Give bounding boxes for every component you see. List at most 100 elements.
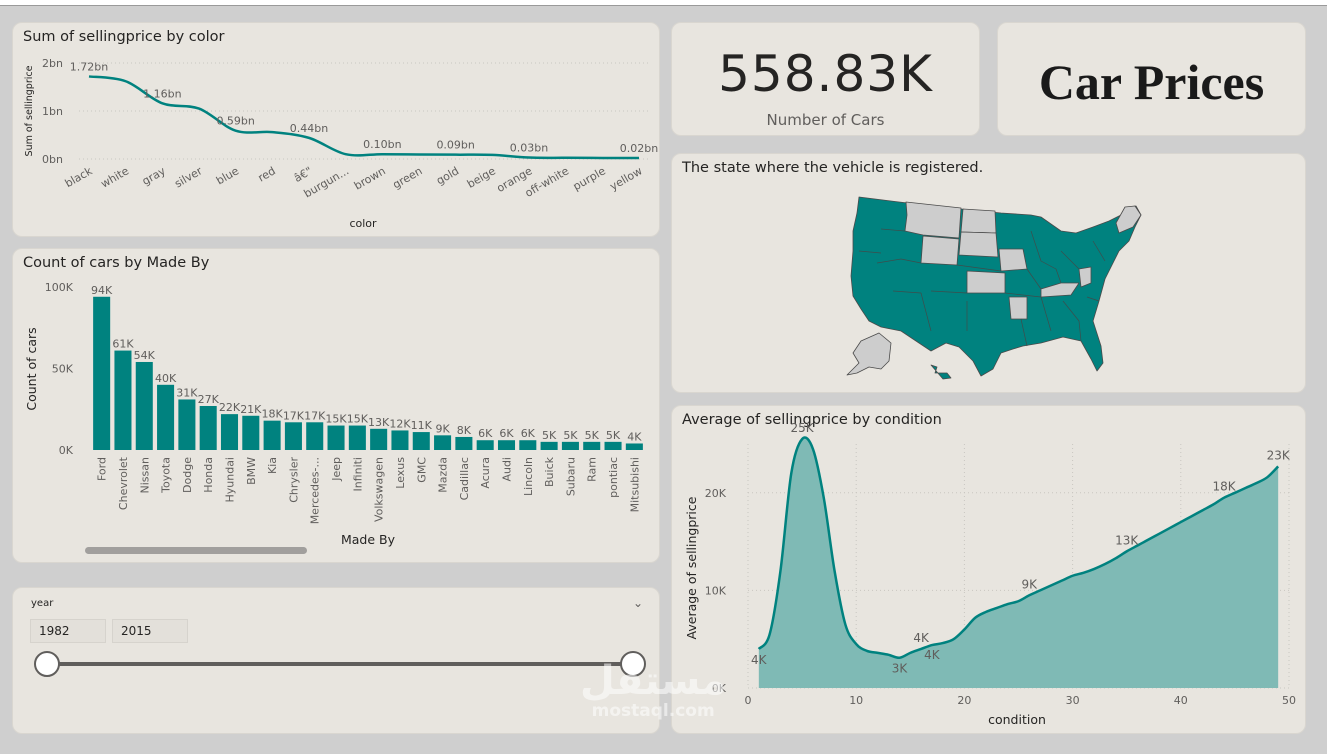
make-bar-data-label: 8K (457, 424, 472, 437)
make-chart-y-tick: 100K (45, 281, 74, 294)
condition-chart-x-tick: 30 (1066, 694, 1080, 707)
make-bar-data-label: 22K (219, 401, 241, 414)
make-bar (561, 441, 579, 450)
make-bar-data-label: 61K (112, 338, 134, 351)
condition-chart-x-tick: 50 (1282, 694, 1296, 707)
make-bar (242, 415, 260, 450)
state-wyoming-grey (920, 235, 960, 266)
make-chart-x-tick: Jeep (330, 457, 343, 482)
make-chart-x-tick: GMC (415, 457, 428, 483)
make-chart-x-tick: Cadillac (458, 457, 471, 500)
color-line-chart-card[interactable]: Sum of sellingprice by color 0bn 1bn 2bn bl… (12, 22, 660, 237)
color-chart-y-axis-title: Sum of sellingprice (24, 65, 35, 156)
chart-horizontal-scrollbar[interactable] (85, 547, 307, 554)
color-chart-data-label: 0.10bn (363, 138, 401, 151)
chevron-down-icon[interactable]: ⌄ (632, 596, 643, 610)
color-chart-data-label: 0.09bn (436, 139, 474, 152)
condition-area-fill (758, 437, 1279, 688)
make-bar (284, 422, 302, 450)
make-chart-x-tick: Subaru (564, 457, 577, 496)
make-bar (199, 405, 217, 450)
make-chart-x-tick: Volkswagen (373, 457, 386, 522)
state-map-card[interactable]: The state where the vehicle is registere… (671, 153, 1306, 393)
condition-chart-data-label: 4K (913, 631, 930, 645)
make-bar-data-label: 15K (347, 413, 369, 426)
make-bar (348, 425, 366, 450)
color-line-chart: 0bn 1bn 2bn black white gray silver blue red â€" b… (24, 57, 658, 230)
color-chart-x-tick: silver (172, 164, 205, 190)
state-hawaii (930, 364, 952, 380)
color-chart-data-label: 0.02bn (620, 142, 658, 155)
color-chart-data-label: 1.16bn (143, 87, 181, 100)
color-chart-title: Sum of sellingprice by color (23, 29, 225, 45)
make-bar (625, 443, 643, 450)
color-series-line (88, 75, 640, 160)
make-chart-x-tick: Lexus (394, 457, 407, 489)
make-chart-x-tick: Toyota (160, 457, 173, 494)
make-chart-x-tick: Mazda (437, 457, 450, 493)
make-chart-x-tick: Honda (202, 457, 215, 493)
state-new-hampshire-grey (1115, 205, 1142, 234)
kpi-value: 558.83K (718, 45, 933, 103)
color-chart-x-tick: yellow (608, 164, 645, 193)
make-bar (327, 425, 345, 450)
state-alaska-grey (846, 332, 892, 376)
us-state-map[interactable] (672, 154, 1306, 393)
color-chart-x-tick: beige (465, 164, 498, 191)
year-to-input[interactable]: 2015 (112, 619, 188, 643)
kpi-card[interactable]: 558.83K Number of Cars (671, 22, 980, 136)
condition-chart-title: Average of sellingprice by condition (682, 412, 942, 428)
condition-chart-x-tick: 0 (745, 694, 752, 707)
color-chart-data-label: 0.44bn (290, 122, 328, 135)
make-bar-data-label: 13K (368, 416, 390, 429)
make-chart-x-tick: Lincoln (522, 457, 535, 496)
year-slicer-card[interactable]: year ⌄ 1982 2015 (12, 587, 660, 734)
condition-chart-data-label: 9K (1022, 577, 1039, 591)
make-chart-x-tick: Dodge (181, 457, 194, 493)
condition-chart-data-label: 25K (791, 421, 815, 435)
state-north-dakota-grey (960, 208, 997, 234)
dashboard-title: Car Prices (1038, 54, 1265, 110)
make-chart-x-tick: Mercedes-... (309, 457, 322, 524)
make-bar (306, 422, 324, 450)
color-chart-x-tick: gray (140, 164, 168, 188)
make-bar (540, 441, 558, 450)
condition-chart-data-label: 4K (924, 648, 941, 662)
color-chart-x-tick: blue (214, 164, 241, 187)
color-chart-data-label: 0.59bn (216, 115, 254, 128)
year-slider-start-handle[interactable] (34, 651, 60, 677)
make-bar-data-label: 17K (283, 409, 305, 422)
make-bar-data-label: 40K (155, 372, 177, 385)
color-chart-x-tick: brown (352, 164, 388, 192)
condition-area-chart-card[interactable]: Average of sellingprice by condition 0K 1… (671, 405, 1306, 734)
make-bar (497, 440, 516, 450)
make-chart-x-tick: Audi (501, 457, 514, 482)
make-chart-x-tick: Nissan (138, 457, 151, 493)
make-bar-data-label: 15K (325, 413, 347, 426)
state-arkansas-grey (1008, 296, 1028, 320)
year-slider-end-handle[interactable] (620, 651, 646, 677)
condition-chart-y-tick: 0K (712, 682, 727, 695)
make-bar-data-label: 21K (240, 403, 262, 416)
make-bar (455, 436, 473, 450)
condition-chart-data-label: 23K (1267, 448, 1291, 462)
state-west-virginia-grey (1078, 266, 1092, 288)
make-chart-x-tick: pontiac (607, 457, 620, 498)
make-chart-x-tick: Hyundai (224, 457, 237, 503)
make-bar-data-label: 6K (478, 427, 493, 440)
condition-chart-x-tick: 20 (957, 694, 971, 707)
state-iowa-grey (998, 248, 1028, 272)
year-slider-track[interactable] (47, 662, 634, 666)
color-chart-x-tick: green (390, 164, 424, 191)
make-bar-data-label: 94K (91, 284, 113, 297)
make-bar (476, 440, 494, 450)
year-from-input[interactable]: 1982 (30, 619, 106, 643)
color-chart-x-tick: white (99, 164, 132, 190)
condition-chart-data-label: 4K (751, 653, 768, 667)
make-bar-data-label: 5K (542, 429, 557, 442)
state-borders (858, 228, 1106, 347)
make-bar-chart-card[interactable]: Count of cars by Made By 0K 50K 100K 94K For… (12, 248, 660, 563)
condition-chart-data-label: 3K (892, 662, 909, 676)
make-chart-x-tick: Ford (96, 457, 109, 481)
make-bar (263, 420, 281, 450)
